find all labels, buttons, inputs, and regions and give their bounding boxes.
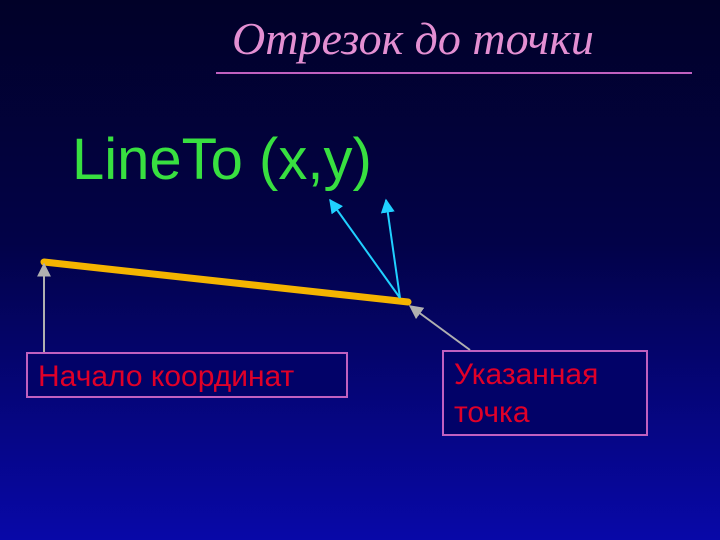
param-arrow-y	[386, 200, 400, 298]
param-arrow-x	[330, 200, 400, 298]
slide-title: Отрезок до точки	[232, 12, 594, 65]
code-text: LineTo (x,y)	[72, 126, 372, 193]
target-label: Указанная точка	[442, 350, 648, 436]
origin-label: Начало координат	[26, 352, 348, 398]
diagram-overlay	[0, 0, 720, 540]
line-segment	[44, 262, 408, 302]
title-underline	[216, 72, 692, 74]
target-arrow	[410, 306, 470, 350]
